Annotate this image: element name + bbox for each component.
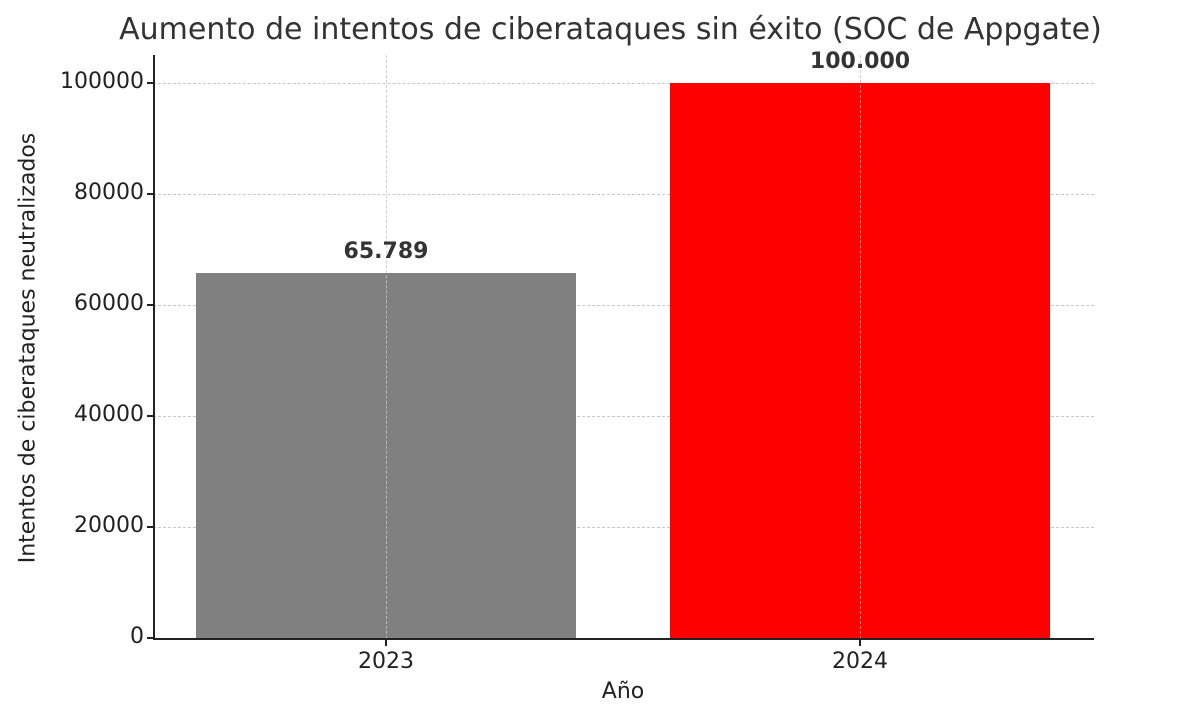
ytick-label: 20000: [74, 513, 144, 538]
ytick-mark: [147, 193, 153, 195]
bar-label-2023: 65.789: [343, 239, 429, 265]
y-axis-line: [153, 55, 155, 640]
xtick-label-2023: 2023: [358, 649, 414, 674]
gridline-20000: [153, 527, 1094, 528]
ytick-mark: [147, 82, 153, 84]
xtick-label-2024: 2024: [832, 649, 888, 674]
gridline-60000: [153, 305, 1094, 306]
ytick-label: 0: [130, 624, 144, 649]
gridline-overlay-2023: [386, 55, 387, 639]
ytick-mark: [147, 637, 153, 639]
x-axis-title: Año: [601, 679, 645, 704]
ytick-label: 60000: [74, 291, 144, 316]
x-axis-line: [153, 638, 1094, 640]
ytick-label: 100000: [60, 69, 144, 94]
xtick-mark: [385, 640, 387, 646]
ytick-mark: [147, 304, 153, 306]
gridline-100000: [153, 83, 1094, 84]
ytick-label: 40000: [74, 402, 144, 427]
ytick-mark: [147, 415, 153, 417]
xtick-mark: [859, 640, 861, 646]
gridline-overlay-2024: [860, 55, 861, 639]
chart-title: Aumento de intentos de ciberataques sin …: [119, 12, 1102, 47]
gridline-40000: [153, 416, 1094, 417]
ytick-label: 80000: [74, 180, 144, 205]
bar-label-2024: 100.000: [809, 49, 911, 74]
gridline-80000: [153, 194, 1094, 195]
plot-area: 65.789 100.000: [147, 49, 1094, 646]
ytick-mark: [147, 526, 153, 528]
